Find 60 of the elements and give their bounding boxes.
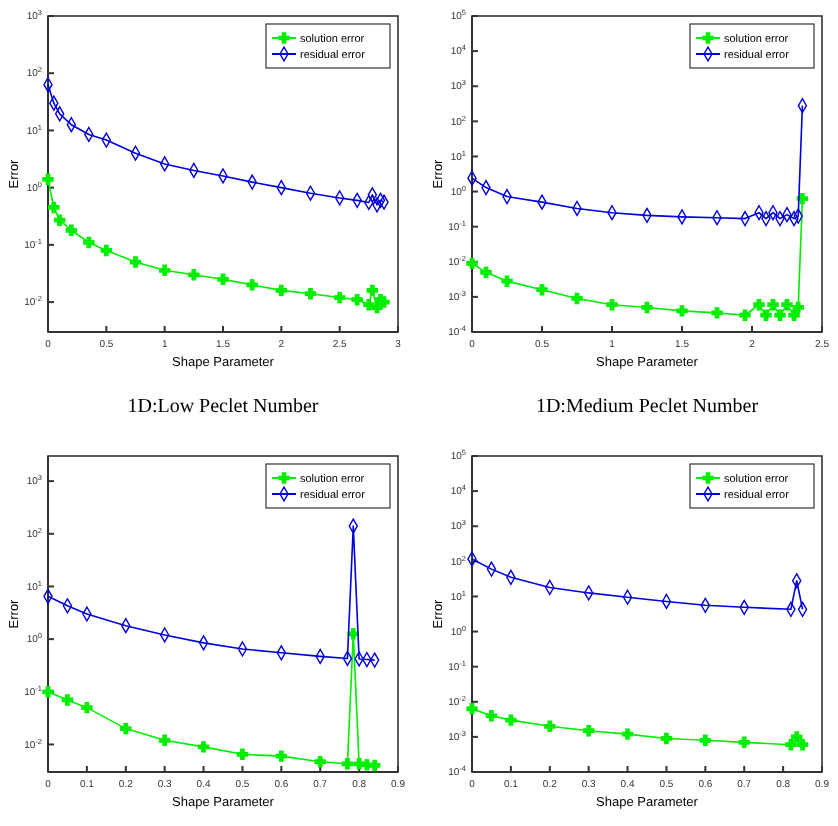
point	[571, 292, 583, 305]
point	[246, 279, 258, 291]
point	[582, 724, 595, 737]
point	[781, 298, 793, 311]
point	[641, 301, 653, 314]
point	[485, 710, 498, 722]
point	[767, 298, 779, 311]
point	[341, 758, 354, 770]
point	[739, 309, 751, 321]
point	[314, 756, 326, 768]
point	[120, 722, 132, 735]
point	[774, 309, 786, 321]
text: 1D:Low Peclet Number	[127, 396, 320, 418]
point	[304, 288, 317, 300]
point	[129, 256, 142, 268]
point	[785, 738, 797, 751]
point	[544, 720, 556, 733]
point	[81, 701, 93, 714]
point	[158, 734, 171, 747]
point	[699, 734, 712, 747]
point	[760, 309, 772, 321]
point	[275, 284, 288, 297]
point	[368, 759, 381, 772]
point	[42, 686, 54, 698]
point	[480, 266, 492, 279]
point	[606, 298, 618, 311]
point	[363, 298, 375, 311]
point	[536, 284, 548, 296]
point	[753, 298, 765, 311]
point	[83, 236, 95, 249]
point	[65, 224, 78, 236]
point	[660, 732, 673, 745]
point	[100, 244, 113, 257]
point	[788, 309, 800, 321]
text: 1D:Medium Peclet Number	[535, 396, 760, 418]
point	[217, 273, 229, 286]
point	[48, 201, 60, 214]
point	[792, 301, 804, 314]
point	[466, 257, 478, 270]
point	[505, 714, 517, 726]
point	[366, 284, 379, 297]
point	[333, 291, 346, 304]
point	[371, 301, 383, 314]
point	[791, 731, 803, 743]
point	[501, 275, 513, 287]
point	[61, 694, 74, 706]
point	[711, 307, 723, 319]
point	[42, 173, 54, 186]
point	[275, 750, 288, 762]
point	[796, 738, 809, 751]
point	[197, 741, 210, 753]
point	[158, 264, 171, 276]
point	[236, 748, 249, 761]
point	[621, 728, 634, 740]
point	[738, 736, 750, 749]
point	[466, 703, 478, 715]
point	[188, 269, 200, 281]
point	[53, 214, 66, 226]
point	[351, 293, 363, 306]
point	[676, 305, 688, 317]
